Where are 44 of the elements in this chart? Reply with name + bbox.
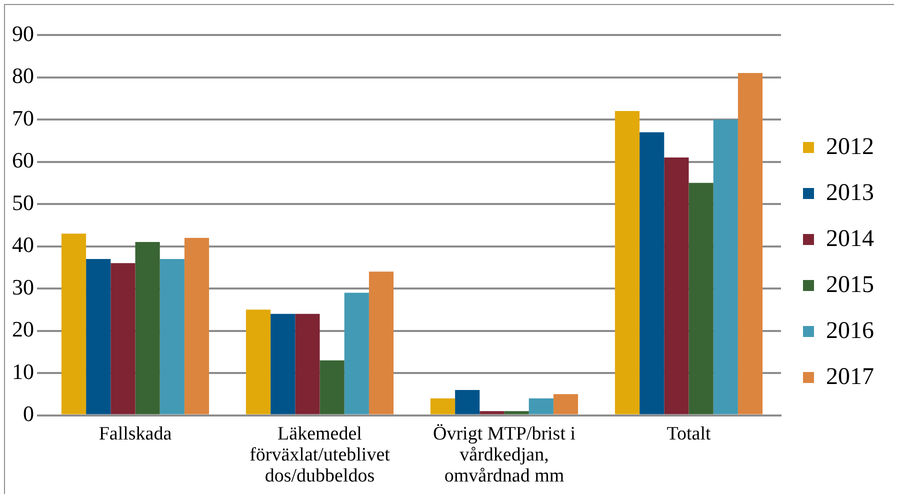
bar [160,258,184,414]
bar [110,263,136,414]
y-tick-label: 90 [12,20,34,46]
x-tick-label: Totalt [666,424,712,445]
legend-label: 2016 [826,318,874,344]
bar [640,132,664,414]
bar [455,390,480,414]
bar [553,394,578,414]
bar [295,314,320,414]
x-tick-label: Övrigt MTP/brist i vårdkedjan, omvårdnad mm [432,424,576,487]
y-tick-label: 80 [12,63,34,88]
legend-label: 2013 [826,180,874,206]
bar [246,310,271,414]
x-tick-label: Läkemedel förväxlat/uteblivet dos/dubbeldos [250,424,391,487]
bar [320,360,344,414]
y-tick-label: 70 [12,105,34,130]
legend-label: 2017 [826,364,874,390]
bar [368,272,394,414]
bar [86,258,111,414]
bar [614,111,640,414]
y-tick-label: 50 [12,190,34,215]
bar [270,314,296,414]
y-tick-label: 40 [12,232,34,258]
legend-label: 2014 [826,226,874,252]
y-tick-label: 20 [12,316,34,342]
legend-label: 2012 [826,134,874,160]
legend-label: 2015 [826,272,874,298]
bar [528,398,554,414]
bar [504,411,529,414]
y-tick-label: 60 [12,148,34,173]
bar [184,238,210,414]
bar [688,182,714,414]
bar [664,158,689,414]
bar [61,234,86,414]
bar [344,292,369,414]
y-tick-label: 30 [12,274,34,300]
bar [430,398,456,414]
bar [713,120,738,414]
x-tick-label: Fallskada [98,424,172,445]
bar [135,242,160,414]
bar [480,411,504,414]
y-tick-label: 0 [23,401,34,426]
y-tick-label: 10 [12,358,34,384]
bar [738,73,763,414]
